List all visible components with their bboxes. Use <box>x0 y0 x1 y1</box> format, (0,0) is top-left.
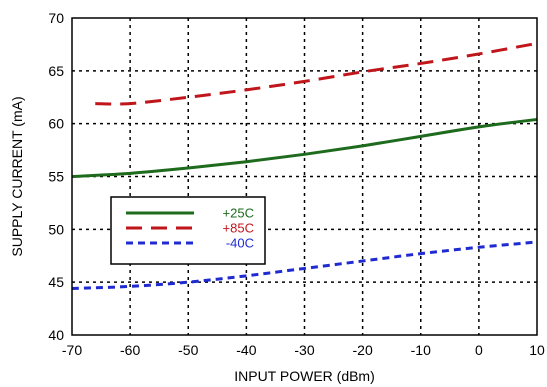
y-tick-label: 65 <box>48 63 64 79</box>
legend-box <box>110 196 266 265</box>
x-axis-ticks: -70 -60 -50 -40 -30 -20 -10 0 10 <box>62 342 545 358</box>
y-axis-ticks: 40 45 50 55 60 65 70 <box>48 10 64 343</box>
x-tick-label: -60 <box>120 342 140 358</box>
legend-label: -40C <box>226 236 254 251</box>
x-tick-label: -40 <box>236 342 256 358</box>
series-layer <box>71 41 538 291</box>
y-tick-label: 70 <box>48 10 64 26</box>
y-tick-label: 45 <box>48 274 64 290</box>
y-tick-label: 50 <box>48 221 64 237</box>
series-line-0 <box>71 117 538 178</box>
y-axis-title: SUPPLY CURRENT (mA) <box>9 96 25 256</box>
x-tick-label: -50 <box>178 342 198 358</box>
x-tick-label: -10 <box>411 342 431 358</box>
x-tick-label: -30 <box>294 342 314 358</box>
x-tick-label: -20 <box>353 342 373 358</box>
x-tick-label: -70 <box>62 342 82 358</box>
plot-frame <box>71 17 538 336</box>
y-tick-label: 55 <box>48 169 64 185</box>
legend-label: +25C <box>223 206 254 221</box>
x-axis-title: INPUT POWER (dBm) <box>234 368 375 384</box>
series-line-2 <box>71 240 538 291</box>
series-line-1 <box>95 41 538 106</box>
legend-label: +85C <box>223 221 254 236</box>
grid-lines <box>72 18 537 335</box>
x-tick-label: 10 <box>529 342 545 358</box>
y-tick-label: 40 <box>48 327 64 343</box>
legend: +25C+85C-40C <box>110 196 266 265</box>
x-tick-label: 0 <box>475 342 483 358</box>
y-tick-label: 60 <box>48 116 64 132</box>
